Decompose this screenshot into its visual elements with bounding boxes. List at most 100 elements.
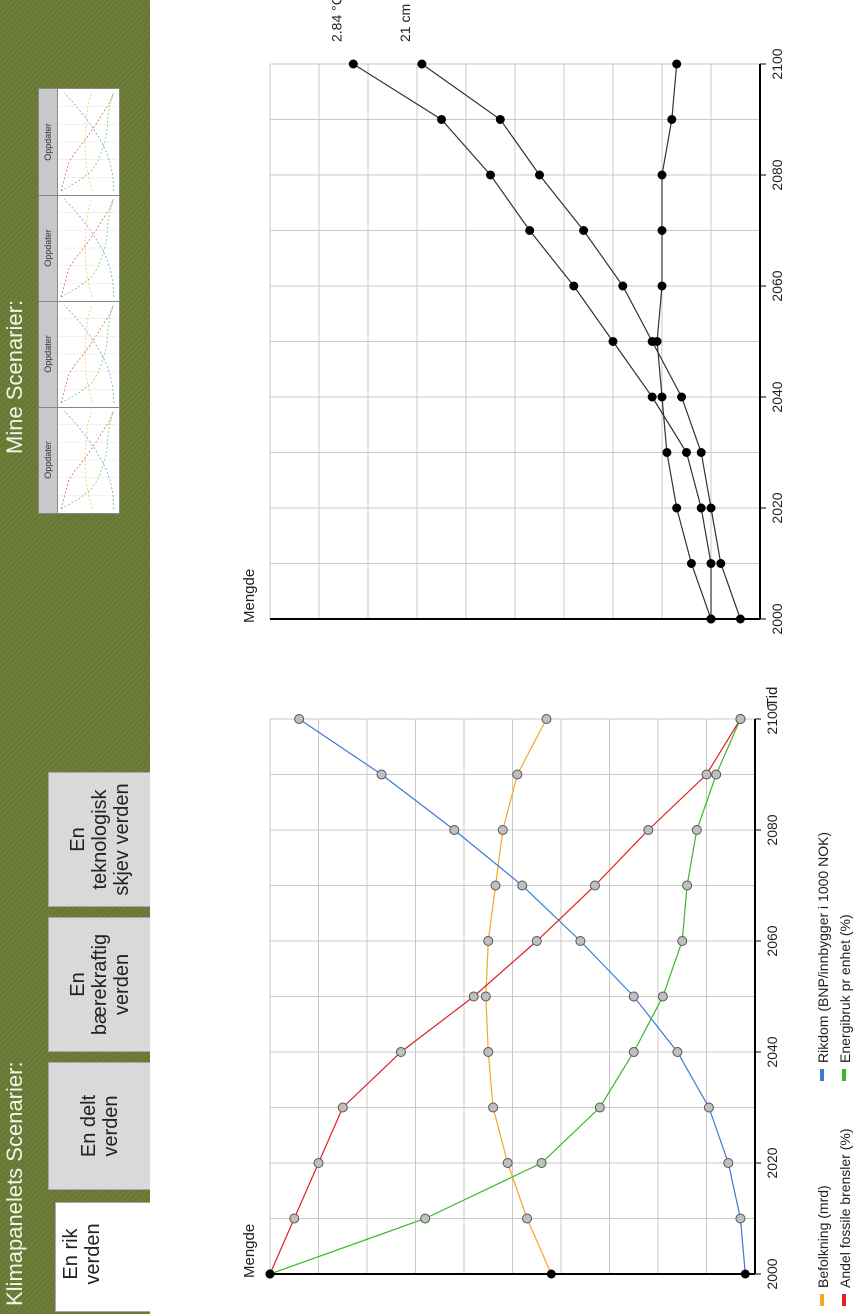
data-point: [662, 448, 672, 457]
data-point: [535, 170, 544, 180]
data-point: [569, 281, 579, 291]
data-point: [618, 281, 628, 291]
x-tick-label: 2060: [764, 925, 780, 956]
data-point: [608, 337, 618, 346]
data-point: [437, 115, 446, 124]
data-point: [706, 559, 716, 568]
data-point: [740, 1269, 750, 1279]
x-axis-label: Tid: [764, 687, 781, 707]
x-tick-label: 2020: [764, 1147, 780, 1178]
data-point: [480, 991, 491, 1002]
thumb-series-line: [60, 304, 114, 404]
y-axis-label: Mengde: [241, 569, 258, 623]
data-point: [672, 1047, 683, 1057]
data-point: [525, 226, 535, 235]
data-point: [657, 170, 667, 180]
data-point: [667, 115, 677, 124]
thumb-series-line: [63, 198, 115, 298]
legend-swatch: [820, 1069, 824, 1081]
x-tick-label: 2080: [764, 814, 780, 845]
x-tick-label: 2040: [769, 381, 785, 412]
my-scenario-card-2[interactable]: Oppdater: [38, 300, 120, 408]
data-point: [672, 59, 682, 69]
legend-swatch: [820, 1294, 824, 1306]
data-point: [337, 1102, 348, 1113]
x-tick-label: 2100: [764, 703, 780, 734]
thumb-series-line: [60, 198, 114, 298]
data-point: [735, 614, 745, 624]
data-point: [647, 392, 657, 402]
data-point: [449, 825, 460, 835]
data-point: [716, 559, 726, 568]
scenario-thumbnail-chart: [59, 92, 117, 192]
thumb-series-line: [63, 92, 115, 192]
data-point: [589, 880, 600, 891]
data-point: [711, 769, 722, 780]
my-scenario-card-4[interactable]: Oppdater: [38, 88, 120, 196]
legend-label: Befolkning (mrd): [815, 1185, 831, 1288]
data-point: [657, 991, 668, 1002]
data-point: [706, 614, 716, 624]
data-point: [483, 936, 494, 946]
scenario-thumbnail-chart: [59, 304, 117, 404]
data-point: [517, 880, 528, 891]
thumb-series-line: [63, 304, 115, 404]
data-point: [575, 936, 586, 946]
legend-swatch: [842, 1294, 846, 1306]
data-point: [682, 448, 691, 457]
data-point: [486, 170, 495, 180]
data-point: [546, 1269, 556, 1279]
thumb-series-line: [84, 410, 93, 510]
data-point: [512, 769, 523, 780]
legend-label: Rikdom (BNP/innbygger i 1000 NOK): [815, 832, 831, 1063]
data-point: [677, 392, 687, 402]
scenario-drivers-chart: 2000 2020 2040 2060 2080 2100 Mengde Tid Befolkn…: [241, 687, 853, 1306]
thumb-series-line: [60, 92, 114, 192]
x-tick-label: 2000: [764, 1258, 780, 1289]
x-tick-label: 2000: [769, 603, 785, 634]
scenario-thumbnail-chart: [59, 410, 117, 510]
thumb-series-line: [84, 304, 93, 404]
data-point: [488, 1102, 499, 1113]
data-point: [723, 1158, 734, 1168]
data-point: [490, 880, 501, 891]
x-tick-label: 2060: [769, 270, 785, 301]
data-point: [348, 59, 358, 69]
data-point: [502, 1158, 513, 1168]
data-point: [682, 880, 693, 891]
data-point: [265, 1269, 275, 1279]
data-point: [696, 448, 706, 457]
data-point: [497, 825, 508, 835]
climate-outcome-chart: 2000 2020 2040 2060 2080 2100 Mengde 2.84 °C 21 …: [241, 0, 785, 635]
scenario-thumbnail-chart: [59, 198, 117, 298]
data-point: [628, 1047, 639, 1057]
data-point: [483, 1047, 494, 1057]
data-point: [531, 936, 542, 946]
data-point: [735, 1213, 746, 1224]
thumb-series-line: [60, 304, 114, 404]
data-point: [703, 1102, 714, 1113]
data-point: [691, 825, 702, 835]
data-point: [313, 1158, 324, 1168]
data-point: [289, 1213, 300, 1224]
data-point: [417, 59, 427, 69]
legend-swatch: [842, 1069, 846, 1081]
data-point: [701, 769, 712, 780]
x-tick-label: 2020: [769, 492, 785, 523]
data-point: [294, 714, 305, 724]
data-point: [657, 226, 667, 235]
data-point: [657, 281, 667, 291]
data-point: [672, 503, 682, 513]
data-point: [536, 1158, 547, 1168]
thumb-series-line: [60, 92, 114, 192]
data-point: [686, 559, 696, 568]
x-tick-label: 2080: [769, 159, 785, 190]
thumb-series-line: [63, 410, 115, 510]
my-scenario-card-1[interactable]: Oppdater: [38, 406, 120, 514]
series-end-label: 21 cm: [397, 4, 413, 42]
series-end-label: 2.84 °C: [328, 0, 344, 42]
my-scenario-card-3[interactable]: Oppdater: [38, 194, 120, 302]
data-point: [657, 392, 667, 402]
legend-label: Energibruk pr enhet (%): [837, 914, 853, 1063]
data-point: [468, 991, 479, 1002]
